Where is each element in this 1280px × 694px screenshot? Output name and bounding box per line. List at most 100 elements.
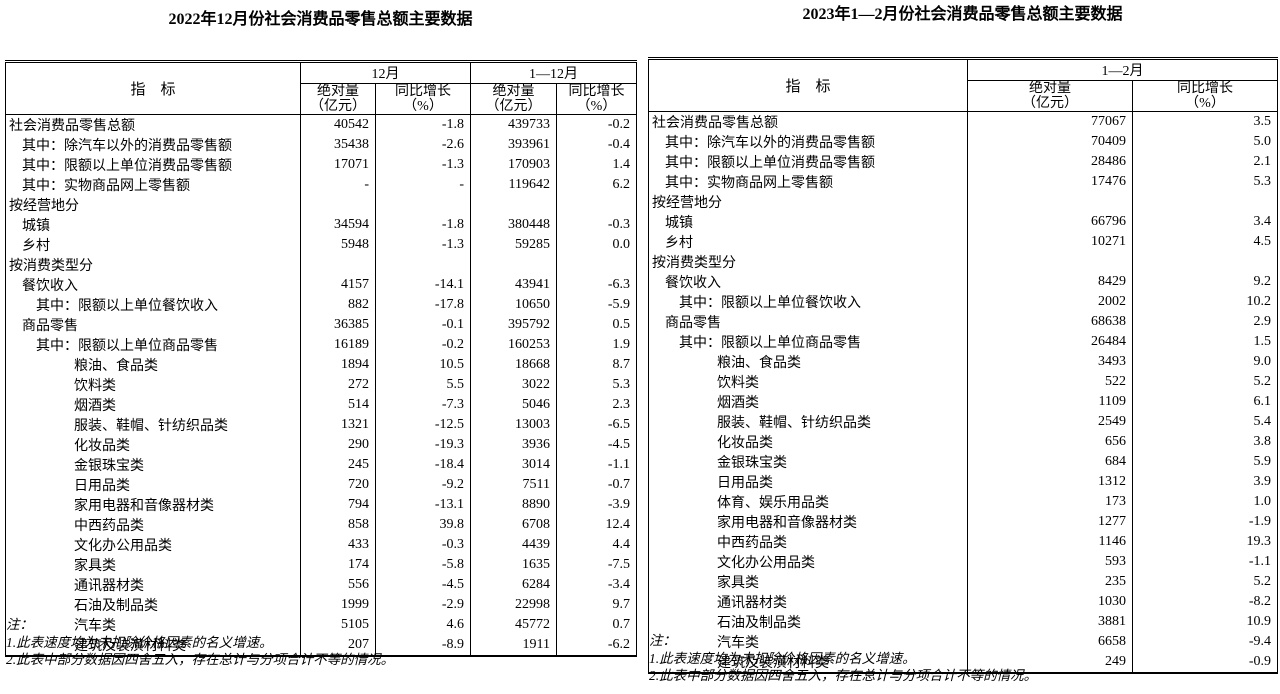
row-value: -5.9 [556, 295, 637, 315]
row-label: 饮料类 [648, 372, 968, 392]
table-row: 商品零售 36385 -0.1 395792 0.5 [5, 315, 637, 335]
table-row: 其中：实物商品网上零售额 - -119642 6.2 [5, 175, 637, 195]
row-value [556, 255, 637, 275]
table-row: 金银珠宝类 245 -18.4 3014 -1.1 [5, 455, 637, 475]
row-label: 汽车类 [5, 615, 301, 635]
row-value: 272 [300, 375, 376, 395]
row-label: 餐饮收入 [648, 272, 968, 292]
row-value: 77067 [967, 111, 1133, 132]
row-label: 家具类 [648, 572, 968, 592]
row-value: 207 [300, 635, 376, 656]
table-row: 其中：除汽车以外的消费品零售额 70409 5.0 [648, 132, 1278, 152]
row-value: -0.3 [556, 215, 637, 235]
table-row: 中西药品类 858 39.8 6708 12.4 [5, 515, 637, 535]
table-row: 石油及制品类 3881 10.9 [648, 612, 1278, 632]
row-value: 656 [967, 432, 1133, 452]
row-value: 433 [300, 535, 376, 555]
left-period2-header: 1—12月 [470, 61, 637, 84]
row-value: 119642 [470, 175, 557, 195]
row-value: 173 [967, 492, 1133, 512]
table-row: 汽车类 5105 4.6 45772 0.7 [5, 615, 637, 635]
left-yoy-growth-header-2: 同比增长 （%） [556, 83, 637, 115]
row-value: 858 [300, 515, 376, 535]
row-value: -1.3 [375, 155, 471, 175]
row-value: -12.5 [375, 415, 471, 435]
row-value: -4.5 [375, 575, 471, 595]
row-label: 按经营地分 [5, 195, 301, 215]
row-label: 其中：除汽车以外的消费品零售额 [5, 135, 301, 155]
row-value: 4.5 [1132, 232, 1278, 252]
row-value: -6.2 [556, 635, 637, 656]
table-row: 家具类 174 -5.8 1635 -7.5 [5, 555, 637, 575]
right-absolute-amount-header: 绝对量 （亿元） [967, 80, 1133, 112]
row-value: 45772 [470, 615, 557, 635]
table-row: 化妆品类 290 -19.3 3936 -4.5 [5, 435, 637, 455]
row-value: 395792 [470, 315, 557, 335]
row-label: 社会消费品零售总额 [5, 114, 301, 135]
row-value: -7.3 [375, 395, 471, 415]
row-value: 3.5 [1132, 111, 1278, 132]
row-label: 日用品类 [648, 472, 968, 492]
row-value: 1277 [967, 512, 1133, 532]
row-value: 4.4 [556, 535, 637, 555]
table-row: 按消费类型分 [648, 252, 1278, 272]
table-row: 体育、娱乐用品类 173 1.0 [648, 492, 1278, 512]
row-value: 1030 [967, 592, 1133, 612]
note-line: 2.此表中部分数据因四舍五入，存在总计与分项合计不等的情况。 [6, 652, 395, 667]
row-value: 4.6 [375, 615, 471, 635]
row-value: -1.8 [375, 215, 471, 235]
row-label: 社会消费品零售总额 [648, 111, 968, 132]
table-row: 文化办公用品类 593 -1.1 [648, 552, 1278, 572]
yoy-growth-label: 同比增长 [568, 84, 625, 99]
table-row: 中西药品类 1146 19.3 [648, 532, 1278, 552]
row-value: 8890 [470, 495, 557, 515]
absolute-amount-unit: （亿元） [485, 99, 542, 114]
row-value: 39.8 [375, 515, 471, 535]
row-label: 家用电器和音像器材类 [648, 512, 968, 532]
row-value: 5.3 [556, 375, 637, 395]
yoy-growth-unit: （%） [1185, 96, 1225, 111]
row-value: -5.8 [375, 555, 471, 575]
row-value: 36385 [300, 315, 376, 335]
row-value: 70409 [967, 132, 1133, 152]
row-value: 10.5 [375, 355, 471, 375]
row-value [470, 195, 557, 215]
row-value: 3936 [470, 435, 557, 455]
row-value: -2.6 [375, 135, 471, 155]
table-row: 石油及制品类 1999 -2.9 22998 9.7 [5, 595, 637, 615]
row-value: 6708 [470, 515, 557, 535]
row-value: 174 [300, 555, 376, 575]
table-row: 乡村 10271 4.5 [648, 232, 1278, 252]
row-value: 4439 [470, 535, 557, 555]
row-value: 245 [300, 455, 376, 475]
row-value: -18.4 [375, 455, 471, 475]
row-value: 5.0 [1132, 132, 1278, 152]
table-row: 粮油、食品类 1894 10.5 18668 8.7 [5, 355, 637, 375]
table-row: 其中：限额以上单位消费品零售额 17071 -1.3 170903 1.4 [5, 155, 637, 175]
row-value: -1.1 [556, 455, 637, 475]
table-row: 饮料类 272 5.5 3022 5.3 [5, 375, 637, 395]
row-label: 日用品类 [5, 475, 301, 495]
row-value: 1312 [967, 472, 1133, 492]
row-value: 160253 [470, 335, 557, 355]
row-value: -0.4 [556, 135, 637, 155]
row-value: 1.0 [1132, 492, 1278, 512]
row-value: -14.1 [375, 275, 471, 295]
row-value: 684 [967, 452, 1133, 472]
table-row: 建筑及装潢材料类 207 -8.9 1911 -6.2 [5, 635, 637, 656]
row-value: -3.9 [556, 495, 637, 515]
table-row: 按经营地分 [648, 192, 1278, 212]
row-label: 金银珠宝类 [648, 452, 968, 472]
table-row: 按经营地分 [5, 195, 637, 215]
row-value: 249 [967, 652, 1133, 673]
table-row: 城镇 66796 3.4 [648, 212, 1278, 232]
left-table: 指 标 12月 1—12月 绝对量 （亿元） 同比增长 （%） 绝对量 （亿元）… [5, 60, 637, 657]
row-label: 商品零售 [648, 312, 968, 332]
row-value: 5.2 [1132, 572, 1278, 592]
note-line: 注： [6, 617, 33, 632]
table-row: 烟酒类 514 -7.3 5046 2.3 [5, 395, 637, 415]
row-value: 1911 [470, 635, 557, 656]
row-label: 其中：限额以上单位餐饮收入 [648, 292, 968, 312]
row-value: 1109 [967, 392, 1133, 412]
row-label: 其中：限额以上单位餐饮收入 [5, 295, 301, 315]
